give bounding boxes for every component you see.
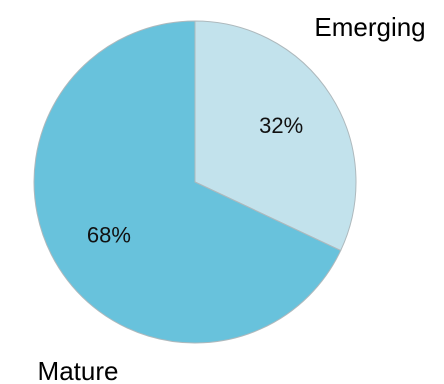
pie-slice-mature xyxy=(33,20,342,344)
pie-category-label-mature: Mature xyxy=(38,356,119,384)
pie-slices xyxy=(33,20,357,344)
pie-value-label-emerging: 32% xyxy=(259,113,303,138)
pie-value-label-mature: 68% xyxy=(87,222,131,247)
pie-value-labels: 32% 68% xyxy=(87,113,303,247)
pie-category-labels: Emerging Mature xyxy=(38,12,426,384)
pie-slice-emerging xyxy=(194,20,357,252)
pie-category-label-emerging: Emerging xyxy=(314,12,425,42)
